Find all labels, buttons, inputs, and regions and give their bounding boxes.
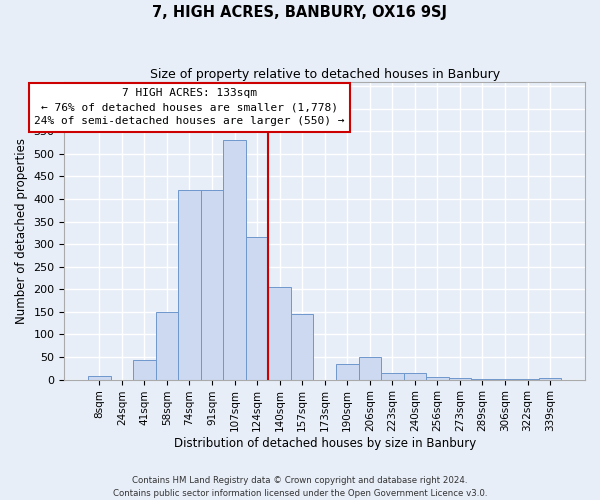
Bar [291,314,313,380]
Bar [223,140,246,380]
Text: 7, HIGH ACRES, BANBURY, OX16 9SJ: 7, HIGH ACRES, BANBURY, OX16 9SJ [152,5,448,20]
Bar [426,378,449,380]
Bar [268,287,291,380]
Y-axis label: Number of detached properties: Number of detached properties [15,138,28,324]
Bar [246,238,268,380]
X-axis label: Distribution of detached houses by size in Banbury: Distribution of detached houses by size … [173,437,476,450]
Bar [133,360,155,380]
Bar [539,378,562,380]
Bar [336,364,359,380]
Bar [381,373,404,380]
Bar [404,373,426,380]
Bar [359,357,381,380]
Bar [178,190,201,380]
Title: Size of property relative to detached houses in Banbury: Size of property relative to detached ho… [149,68,500,80]
Bar [449,378,471,380]
Bar [471,378,494,380]
Text: 7 HIGH ACRES: 133sqm
← 76% of detached houses are smaller (1,778)
24% of semi-de: 7 HIGH ACRES: 133sqm ← 76% of detached h… [34,88,345,126]
Text: Contains HM Land Registry data © Crown copyright and database right 2024.
Contai: Contains HM Land Registry data © Crown c… [113,476,487,498]
Bar [155,312,178,380]
Bar [201,190,223,380]
Bar [88,376,110,380]
Bar [516,378,539,380]
Bar [494,378,516,380]
